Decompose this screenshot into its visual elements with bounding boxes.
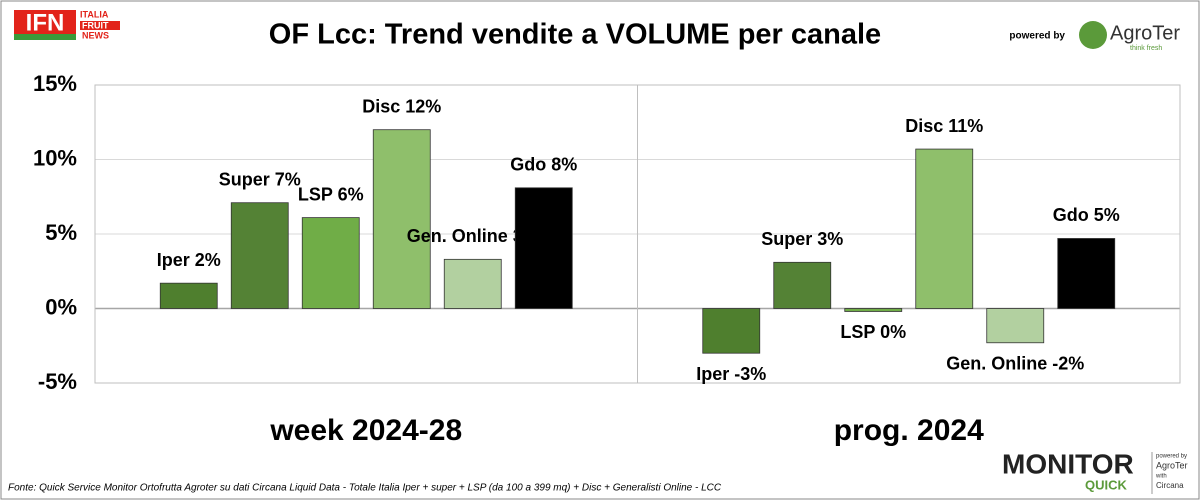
logo-sub: ITALIA xyxy=(80,9,109,19)
y-tick-label: 0% xyxy=(45,294,77,319)
footer-logo-sub: QUICK xyxy=(1085,477,1128,492)
value-label: Disc 12% xyxy=(362,96,441,116)
value-label: Disc 11% xyxy=(905,116,983,136)
value-label: Super 7% xyxy=(219,169,301,189)
value-label: Iper -3% xyxy=(696,364,766,384)
bar xyxy=(773,261,832,309)
bar xyxy=(915,148,974,309)
bar xyxy=(301,217,360,309)
panel-label: week 2024-28 xyxy=(269,414,462,447)
logo-sub-box xyxy=(80,21,120,30)
bar xyxy=(159,282,218,309)
value-label: Iper 2% xyxy=(157,250,221,270)
footer-agroter: AgroTer xyxy=(1156,460,1188,470)
footer-logo: MONITOR xyxy=(1002,448,1134,479)
bar xyxy=(514,187,573,309)
value-label: Gen. Online -2% xyxy=(946,354,1084,374)
value-label: Super 3% xyxy=(761,229,843,249)
value-label: Gdo 8% xyxy=(510,155,577,175)
bar xyxy=(372,129,431,309)
agroter-icon xyxy=(1079,21,1107,49)
value-label: Gen. Online 3% xyxy=(407,226,539,246)
bar xyxy=(986,308,1045,344)
powered-by: powered by xyxy=(1009,31,1065,42)
footer-circana: Circana xyxy=(1156,481,1184,490)
footer-with: with xyxy=(1155,474,1167,480)
bar xyxy=(1057,238,1116,309)
bar xyxy=(443,258,502,309)
value-label: Gdo 5% xyxy=(1053,205,1120,225)
bar xyxy=(702,308,761,354)
y-tick-label: -5% xyxy=(38,369,77,394)
bar xyxy=(844,308,903,312)
logo-sub: FRUIT xyxy=(82,20,109,30)
y-tick-label: 5% xyxy=(45,220,77,245)
value-label: LSP 6% xyxy=(298,184,364,204)
logo-stripe xyxy=(14,34,76,40)
logo-text: IFN xyxy=(26,9,65,36)
source-note: Fonte: Quick Service Monitor Ortofrutta … xyxy=(8,483,722,494)
value-label: LSP 0% xyxy=(840,322,906,342)
bar xyxy=(230,202,289,309)
agroter-logo: AgroTer xyxy=(1110,22,1180,44)
footer-powered: powered by xyxy=(1156,454,1187,460)
logo-sub: NEWS xyxy=(82,30,109,40)
chart-title: OF Lcc: Trend vendite a VOLUME per canal… xyxy=(269,19,881,51)
agroter-sub: think fresh xyxy=(1130,45,1162,52)
panel-label: prog. 2024 xyxy=(834,414,984,447)
y-tick-label: 10% xyxy=(33,145,77,170)
y-tick-label: 15% xyxy=(33,71,77,96)
